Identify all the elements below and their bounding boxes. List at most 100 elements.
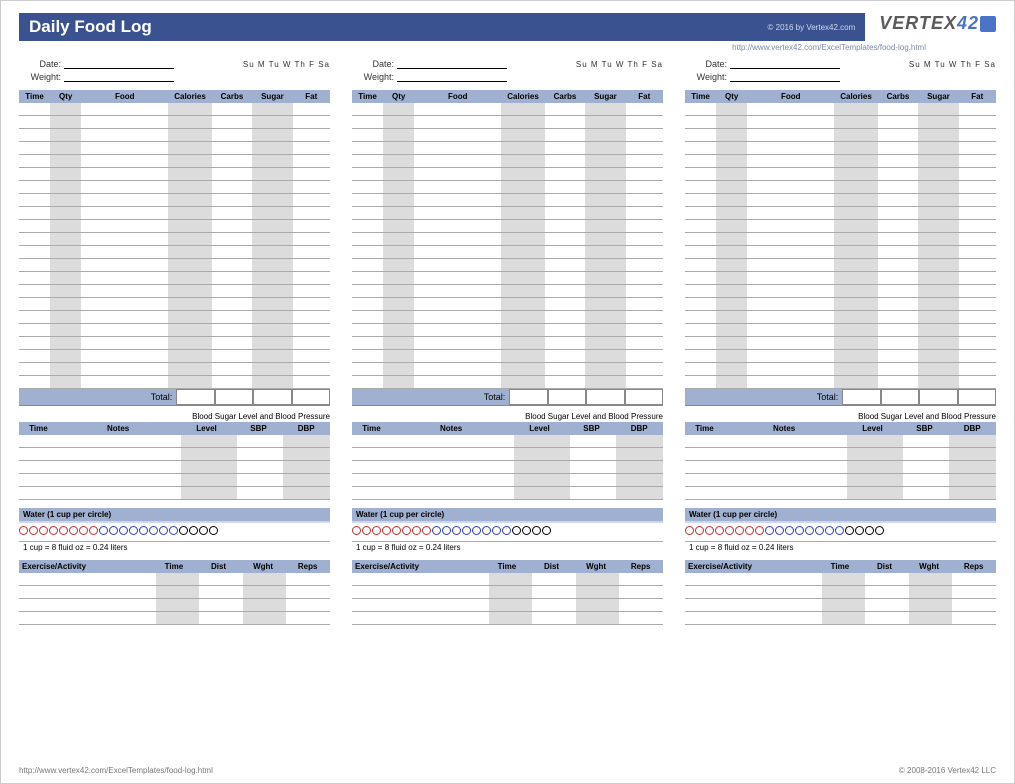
food-row[interactable] bbox=[19, 142, 330, 155]
food-row[interactable] bbox=[19, 155, 330, 168]
food-row[interactable] bbox=[352, 220, 663, 233]
water-circle-icon[interactable] bbox=[99, 526, 108, 535]
water-circle-icon[interactable] bbox=[492, 526, 501, 535]
food-row[interactable] bbox=[352, 116, 663, 129]
food-row[interactable] bbox=[685, 181, 996, 194]
food-row[interactable] bbox=[685, 272, 996, 285]
water-circle-icon[interactable] bbox=[89, 526, 98, 535]
total-box[interactable] bbox=[215, 389, 253, 405]
bp-row[interactable] bbox=[352, 448, 663, 461]
water-circle-icon[interactable] bbox=[865, 526, 874, 535]
food-row[interactable] bbox=[19, 246, 330, 259]
water-circle-icon[interactable] bbox=[382, 526, 391, 535]
total-box[interactable] bbox=[625, 389, 663, 405]
food-row[interactable] bbox=[352, 259, 663, 272]
food-row[interactable] bbox=[352, 363, 663, 376]
water-circle-icon[interactable] bbox=[805, 526, 814, 535]
water-circle-icon[interactable] bbox=[685, 526, 694, 535]
water-circle-icon[interactable] bbox=[705, 526, 714, 535]
total-box[interactable] bbox=[509, 389, 547, 405]
water-circle-icon[interactable] bbox=[139, 526, 148, 535]
exercise-row[interactable] bbox=[19, 573, 330, 586]
weight-field[interactable] bbox=[730, 71, 840, 82]
water-circle-icon[interactable] bbox=[735, 526, 744, 535]
bp-row[interactable] bbox=[19, 435, 330, 448]
total-box[interactable] bbox=[881, 389, 919, 405]
bp-row[interactable] bbox=[352, 474, 663, 487]
bp-row[interactable] bbox=[685, 448, 996, 461]
food-row[interactable] bbox=[19, 207, 330, 220]
food-row[interactable] bbox=[19, 311, 330, 324]
water-circle-icon[interactable] bbox=[179, 526, 188, 535]
total-box[interactable] bbox=[176, 389, 214, 405]
water-circle-icon[interactable] bbox=[725, 526, 734, 535]
food-row[interactable] bbox=[19, 298, 330, 311]
water-circle-icon[interactable] bbox=[412, 526, 421, 535]
bp-row[interactable] bbox=[19, 474, 330, 487]
food-row[interactable] bbox=[352, 272, 663, 285]
water-circle-icon[interactable] bbox=[39, 526, 48, 535]
food-row[interactable] bbox=[19, 337, 330, 350]
date-field[interactable] bbox=[730, 58, 840, 69]
water-circle-icon[interactable] bbox=[79, 526, 88, 535]
water-circle-icon[interactable] bbox=[49, 526, 58, 535]
bp-row[interactable] bbox=[352, 435, 663, 448]
food-row[interactable] bbox=[19, 181, 330, 194]
food-row[interactable] bbox=[19, 194, 330, 207]
water-circle-icon[interactable] bbox=[715, 526, 724, 535]
exercise-row[interactable] bbox=[19, 612, 330, 625]
food-row[interactable] bbox=[685, 376, 996, 389]
water-circle-icon[interactable] bbox=[29, 526, 38, 535]
food-row[interactable] bbox=[685, 168, 996, 181]
water-circle-icon[interactable] bbox=[482, 526, 491, 535]
total-box[interactable] bbox=[586, 389, 624, 405]
food-row[interactable] bbox=[685, 116, 996, 129]
water-circle-icon[interactable] bbox=[129, 526, 138, 535]
food-row[interactable] bbox=[352, 350, 663, 363]
food-row[interactable] bbox=[685, 311, 996, 324]
exercise-row[interactable] bbox=[685, 586, 996, 599]
water-circle-icon[interactable] bbox=[745, 526, 754, 535]
water-circle-icon[interactable] bbox=[442, 526, 451, 535]
water-circles[interactable] bbox=[19, 523, 330, 542]
water-circle-icon[interactable] bbox=[835, 526, 844, 535]
food-row[interactable] bbox=[685, 155, 996, 168]
bp-row[interactable] bbox=[685, 461, 996, 474]
water-circle-icon[interactable] bbox=[199, 526, 208, 535]
food-row[interactable] bbox=[19, 220, 330, 233]
water-circle-icon[interactable] bbox=[372, 526, 381, 535]
water-circle-icon[interactable] bbox=[855, 526, 864, 535]
food-row[interactable] bbox=[19, 103, 330, 116]
food-row[interactable] bbox=[19, 285, 330, 298]
food-row[interactable] bbox=[352, 142, 663, 155]
food-row[interactable] bbox=[352, 129, 663, 142]
exercise-row[interactable] bbox=[352, 586, 663, 599]
water-circle-icon[interactable] bbox=[522, 526, 531, 535]
water-circles[interactable] bbox=[352, 523, 663, 542]
water-circle-icon[interactable] bbox=[19, 526, 28, 535]
exercise-row[interactable] bbox=[685, 573, 996, 586]
water-circle-icon[interactable] bbox=[159, 526, 168, 535]
total-box[interactable] bbox=[958, 389, 996, 405]
food-row[interactable] bbox=[685, 363, 996, 376]
food-row[interactable] bbox=[685, 337, 996, 350]
food-row[interactable] bbox=[19, 350, 330, 363]
food-row[interactable] bbox=[19, 116, 330, 129]
food-row[interactable] bbox=[685, 285, 996, 298]
bp-row[interactable] bbox=[685, 474, 996, 487]
food-row[interactable] bbox=[19, 272, 330, 285]
food-row[interactable] bbox=[19, 363, 330, 376]
water-circle-icon[interactable] bbox=[392, 526, 401, 535]
water-circle-icon[interactable] bbox=[149, 526, 158, 535]
food-row[interactable] bbox=[352, 376, 663, 389]
bp-row[interactable] bbox=[19, 461, 330, 474]
water-circle-icon[interactable] bbox=[422, 526, 431, 535]
food-row[interactable] bbox=[352, 194, 663, 207]
water-circle-icon[interactable] bbox=[432, 526, 441, 535]
food-row[interactable] bbox=[352, 103, 663, 116]
exercise-row[interactable] bbox=[19, 586, 330, 599]
water-circle-icon[interactable] bbox=[209, 526, 218, 535]
food-row[interactable] bbox=[685, 324, 996, 337]
water-circle-icon[interactable] bbox=[795, 526, 804, 535]
total-box[interactable] bbox=[253, 389, 291, 405]
